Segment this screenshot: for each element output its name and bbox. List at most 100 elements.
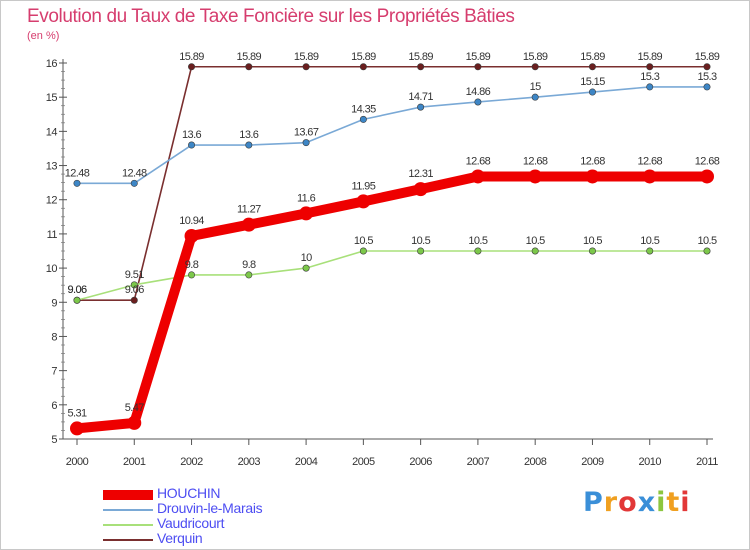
- data-point-drouvin-le-marais: [302, 139, 310, 147]
- logo-letter: o: [618, 487, 638, 518]
- data-point-drouvin-le-marais: [531, 93, 539, 101]
- data-label-drouvin-le-marais: 14.86: [466, 86, 491, 98]
- data-point-drouvin-le-marais: [188, 141, 196, 149]
- data-label-verquin: 15.89: [466, 51, 491, 63]
- data-point-vaudricourt: [73, 296, 81, 304]
- x-tick-label: 2000: [66, 456, 89, 468]
- data-label-drouvin-le-marais: 12.48: [65, 167, 90, 179]
- data-point-vaudricourt: [302, 264, 310, 272]
- data-label-drouvin-le-marais: 15.3: [640, 71, 659, 83]
- y-tick-label: 6: [51, 400, 57, 412]
- x-tick-label: 2010: [638, 456, 661, 468]
- data-point-houchin: [70, 421, 84, 436]
- chart-title: Evolution du Taux de Taxe Foncière sur l…: [27, 6, 515, 27]
- data-label-drouvin-le-marais: 12.48: [122, 167, 147, 179]
- data-label-drouvin-le-marais: 15.15: [580, 76, 605, 88]
- data-label-vaudricourt: 10.5: [697, 235, 716, 247]
- y-unit-label: (en %): [27, 30, 60, 42]
- x-tick-label: 2011: [696, 456, 718, 468]
- data-label-drouvin-le-marais: 13.6: [182, 129, 201, 141]
- data-label-drouvin-le-marais: 15.3: [697, 71, 716, 83]
- proxiti-logo: Proxiti: [583, 487, 691, 518]
- data-point-verquin: [359, 63, 367, 71]
- x-tick-label: 2008: [524, 456, 547, 468]
- data-label-houchin: 11.27: [237, 204, 261, 216]
- legend-swatch-verquin: [103, 539, 153, 541]
- data-label-houchin: 11.6: [297, 192, 316, 204]
- series-line-houchin: [72, 171, 712, 434]
- logo-letter: i: [680, 487, 691, 518]
- y-tick-label: 5: [51, 434, 57, 446]
- data-label-houchin: 12.31: [408, 168, 433, 180]
- legend-label-vaudricourt: Vaudricourt: [157, 515, 225, 531]
- data-point-verquin: [474, 63, 482, 71]
- y-tick-label: 14: [46, 126, 58, 138]
- data-point-houchin: [700, 169, 714, 184]
- data-label-houchin: 12.68: [523, 155, 548, 167]
- logo-letter: r: [603, 487, 619, 518]
- data-label-houchin: 11.95: [352, 180, 376, 192]
- y-tick-label: 13: [46, 161, 58, 173]
- y-tick-label: 15: [46, 92, 58, 104]
- y-tick-label: 9: [51, 297, 57, 309]
- data-point-vaudricourt: [588, 247, 596, 255]
- data-point-verquin: [188, 63, 196, 71]
- legend-swatch-houchin: [103, 490, 153, 500]
- data-point-vaudricourt: [245, 271, 253, 279]
- legend-swatch-drouvin-le-marais: [103, 509, 153, 511]
- data-point-houchin: [642, 169, 657, 184]
- data-label-houchin: 12.68: [580, 155, 605, 167]
- data-point-verquin: [646, 63, 654, 71]
- data-label-verquin: 15.89: [351, 51, 376, 63]
- x-tick-label: 2007: [467, 456, 490, 468]
- data-point-drouvin-le-marais: [73, 179, 81, 187]
- data-point-houchin: [127, 415, 142, 430]
- data-label-houchin: 10.94: [179, 215, 204, 227]
- data-label-verquin: 15.89: [580, 51, 605, 63]
- data-label-houchin: 12.68: [637, 155, 662, 167]
- data-point-houchin: [585, 169, 600, 184]
- data-label-vaudricourt: 10.5: [640, 235, 659, 247]
- logo-letter: i: [656, 487, 667, 518]
- logo-letter: x: [637, 487, 657, 518]
- logo-letter: P: [583, 487, 604, 518]
- y-tick-label: 8: [51, 331, 57, 343]
- data-label-verquin: 15.89: [237, 51, 262, 63]
- data-point-vaudricourt: [531, 247, 539, 255]
- data-point-houchin: [470, 169, 485, 184]
- data-label-verquin: 15.89: [637, 51, 662, 63]
- data-label-verquin: 9.06: [125, 284, 144, 296]
- data-labels-layer: 9.06 9.06 15.89 15.89 15.89 15.89 15.89 15.89 15…: [65, 51, 721, 420]
- data-point-drouvin-le-marais: [245, 141, 253, 149]
- data-label-houchin: 5.47: [125, 402, 144, 414]
- data-label-vaudricourt: 9.06: [67, 284, 86, 296]
- x-tick-label: 2005: [352, 456, 375, 468]
- data-label-drouvin-le-marais: 14.35: [351, 103, 376, 115]
- series-layer: [70, 63, 714, 436]
- data-point-houchin: [528, 169, 543, 184]
- legend-label-drouvin-le-marais: Drouvin-le-Marais: [157, 500, 263, 516]
- y-tick-label: 7: [51, 366, 57, 378]
- data-point-drouvin-le-marais: [417, 103, 425, 111]
- data-point-verquin: [703, 63, 711, 71]
- data-label-drouvin-le-marais: 13.67: [294, 127, 319, 139]
- logo-letter: t: [666, 487, 681, 518]
- data-point-vaudricourt: [188, 271, 196, 279]
- data-point-houchin: [413, 182, 428, 197]
- data-point-vaudricourt: [703, 247, 711, 255]
- x-tick-label: 2003: [238, 456, 261, 468]
- data-label-houchin: 12.68: [466, 155, 491, 167]
- data-label-houchin: 12.68: [695, 155, 720, 167]
- y-tick-label: 12: [46, 195, 58, 207]
- data-point-drouvin-le-marais: [359, 115, 367, 123]
- data-point-houchin: [241, 217, 256, 232]
- data-point-verquin: [588, 63, 596, 71]
- series-line-verquin: [76, 65, 708, 302]
- legend-swatch-vaudricourt: [103, 524, 153, 526]
- y-tick-label: 10: [46, 263, 58, 275]
- data-label-vaudricourt: 10.5: [411, 235, 430, 247]
- data-point-vaudricourt: [130, 281, 138, 289]
- data-label-verquin: 15.89: [523, 51, 548, 63]
